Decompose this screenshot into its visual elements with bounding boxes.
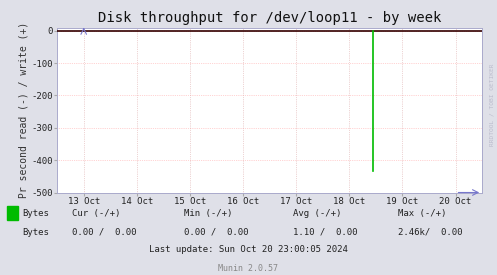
Text: Last update: Sun Oct 20 23:00:05 2024: Last update: Sun Oct 20 23:00:05 2024 bbox=[149, 245, 348, 254]
Text: 2.46k/  0.00: 2.46k/ 0.00 bbox=[398, 228, 462, 237]
Text: Avg (-/+): Avg (-/+) bbox=[293, 209, 341, 218]
Y-axis label: Pr second read (-) / write (+): Pr second read (-) / write (+) bbox=[19, 22, 29, 198]
Text: Cur (-/+): Cur (-/+) bbox=[72, 209, 120, 218]
Text: Bytes: Bytes bbox=[22, 228, 49, 237]
Text: Bytes: Bytes bbox=[22, 209, 49, 218]
Title: Disk throughput for /dev/loop11 - by week: Disk throughput for /dev/loop11 - by wee… bbox=[98, 11, 441, 25]
Text: Min (-/+): Min (-/+) bbox=[184, 209, 232, 218]
Text: 0.00 /  0.00: 0.00 / 0.00 bbox=[72, 228, 137, 237]
Text: 1.10 /  0.00: 1.10 / 0.00 bbox=[293, 228, 358, 237]
Text: 0.00 /  0.00: 0.00 / 0.00 bbox=[184, 228, 248, 237]
Text: Munin 2.0.57: Munin 2.0.57 bbox=[219, 265, 278, 273]
Text: RRDTOOL / TOBI OETIKER: RRDTOOL / TOBI OETIKER bbox=[490, 63, 495, 146]
Text: Max (-/+): Max (-/+) bbox=[398, 209, 446, 218]
